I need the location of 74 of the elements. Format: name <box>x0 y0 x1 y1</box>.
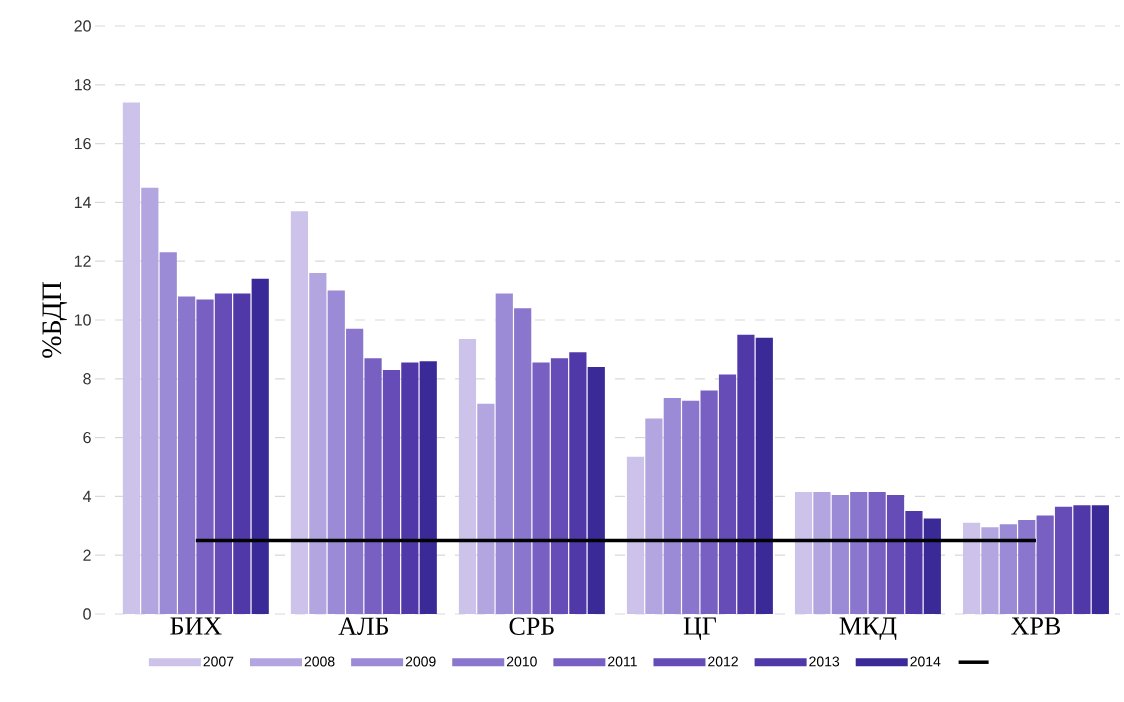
bar <box>645 418 663 614</box>
bar <box>587 367 605 614</box>
bar <box>477 403 495 614</box>
bar <box>159 252 177 614</box>
legend-label: 2007 <box>203 656 234 667</box>
x-tick-label: АЛБ <box>338 617 388 635</box>
bar <box>419 361 437 614</box>
bar <box>831 494 849 614</box>
bar <box>569 352 587 614</box>
bar <box>1054 506 1073 614</box>
y-tick-label: 0 <box>83 608 91 620</box>
bar <box>981 527 999 614</box>
bar <box>401 362 419 614</box>
y-tick-label: 12 <box>74 255 91 267</box>
y-tick-label: 10 <box>74 314 91 326</box>
bar <box>1073 505 1091 614</box>
y-tick-label: 16 <box>74 137 91 150</box>
bar <box>682 400 700 614</box>
bar <box>794 491 813 614</box>
bar <box>737 334 755 614</box>
bar <box>196 299 214 614</box>
bar <box>962 522 981 614</box>
bar <box>251 278 269 614</box>
bar <box>141 187 159 614</box>
bar <box>233 293 251 614</box>
y-tick-label: 4 <box>82 490 92 502</box>
bar <box>309 272 327 614</box>
bar <box>886 494 905 614</box>
bar <box>999 524 1017 614</box>
x-tick-label: СРБ <box>509 617 554 635</box>
bar <box>495 293 513 614</box>
legend-label: 2012 <box>708 656 738 667</box>
bar <box>550 358 569 614</box>
y-tick-label: 18 <box>74 79 91 91</box>
bar <box>122 102 141 614</box>
bar <box>905 511 923 614</box>
legend-label: 2011 <box>608 656 637 667</box>
y-tick-label: 14 <box>74 196 92 208</box>
x-tick-label: МКД <box>839 617 897 641</box>
bar <box>290 211 309 614</box>
bar <box>813 491 831 614</box>
y-tick-label: 20 <box>74 20 91 32</box>
bar <box>1091 505 1109 614</box>
legend-label: 2013 <box>809 656 840 667</box>
legend-label: 2014 <box>910 656 941 667</box>
x-tick-label: БИХ <box>170 617 222 635</box>
bar <box>214 293 233 614</box>
bar <box>532 362 550 614</box>
bar <box>850 491 868 614</box>
x-tick-label: ХРВ <box>1011 617 1060 635</box>
legend-label: 2008 <box>304 656 335 667</box>
x-tick-label: ЦГ <box>683 617 716 641</box>
bar <box>755 337 773 614</box>
bar <box>663 397 681 614</box>
bar <box>382 369 401 614</box>
bar <box>327 290 345 614</box>
y-tick-label: 2 <box>83 549 91 561</box>
bar <box>868 491 886 614</box>
y-axis-title: %БДП <box>42 281 67 358</box>
y-tick-label: 6 <box>83 431 91 444</box>
bar <box>364 358 382 614</box>
bar <box>700 390 718 614</box>
bar <box>346 328 364 614</box>
legend-label: 2010 <box>506 656 537 667</box>
bar <box>514 308 532 614</box>
bar <box>718 374 737 614</box>
bar <box>1036 515 1054 614</box>
bar <box>1018 519 1036 614</box>
bar <box>626 456 645 614</box>
legend-label: 2009 <box>405 656 436 667</box>
bar <box>923 518 941 614</box>
bar <box>178 296 196 614</box>
y-tick-label: 8 <box>83 373 91 385</box>
bar <box>458 339 477 614</box>
